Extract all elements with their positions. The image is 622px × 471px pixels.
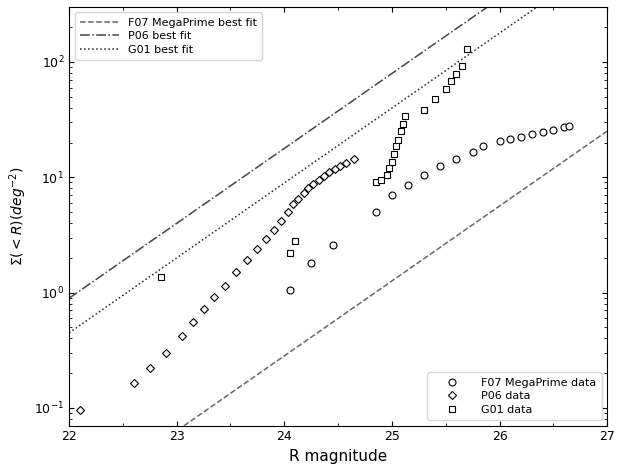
G01 data [385,165,392,171]
G01 data [394,137,402,143]
Line: P06 data: P06 data [77,156,357,413]
P06 data [304,186,312,191]
G01 data [397,129,404,134]
P06 data [221,283,229,288]
F07 MegaPrime data [286,287,294,293]
P06 data [315,177,322,183]
G01 data [463,46,471,52]
G01 data [378,177,385,183]
Line: G01 data: G01 data [157,45,471,281]
Line: F07 MegaPrime data: F07 MegaPrime data [286,122,573,293]
G01 data [431,96,439,102]
P06 best fit [394,66,402,72]
Y-axis label: $\Sigma(<R)(deg^{-2})$: $\Sigma(<R)(deg^{-2})$ [7,167,29,266]
P06 best fit [67,294,75,300]
P06 data [300,190,307,196]
F07 MegaPrime data [518,134,525,139]
P06 data [179,333,186,339]
P06 data [76,407,83,413]
F07 MegaPrime data [388,192,396,198]
Line: F07 MegaPrime best fit: F07 MegaPrime best fit [69,131,607,471]
P06 data [254,246,261,252]
P06 data [200,306,207,312]
P06 best fit [384,73,391,79]
P06 data [289,202,297,207]
F07 MegaPrime data [539,130,546,135]
F07 MegaPrime data [420,172,428,178]
P06 data [232,269,239,275]
P06 data [342,160,350,166]
G01 data [291,238,299,244]
X-axis label: R magnitude: R magnitude [289,449,388,464]
G01 best fit [65,330,73,336]
P06 data [277,218,285,223]
F07 MegaPrime data [566,123,573,129]
G01 data [420,107,428,113]
F07 MegaPrime best fit [603,128,611,134]
P06 best fit [386,73,393,78]
P06 data [262,236,270,242]
F07 MegaPrime data [404,183,412,188]
P06 data [295,196,302,202]
F07 MegaPrime data [469,149,476,155]
P06 data [350,156,358,162]
F07 MegaPrime data [528,131,536,137]
P06 best fit [65,295,73,301]
F07 MegaPrime best fit [386,280,393,285]
G01 data [458,63,466,69]
G01 data [383,172,390,178]
G01 data [401,113,409,119]
F07 MegaPrime data [307,260,315,266]
P06 data [243,258,250,263]
Line: P06 best fit: P06 best fit [69,0,607,298]
G01 data [399,121,406,127]
P06 data [320,173,328,179]
F07 MegaPrime data [329,242,337,247]
F07 MegaPrime data [453,156,460,162]
G01 data [372,179,379,185]
F07 MegaPrime data [496,138,503,144]
F07 MegaPrime best fit [519,187,526,193]
P06 data [211,294,218,300]
Legend: F07 MegaPrime data, P06 data, G01 data: F07 MegaPrime data, P06 data, G01 data [427,372,601,420]
G01 data [391,151,398,156]
P06 data [284,209,291,215]
G01 best fit [386,107,393,113]
F07 MegaPrime data [372,209,379,215]
P06 data [270,227,277,233]
F07 MegaPrime data [550,128,557,133]
F07 MegaPrime data [506,136,514,142]
Line: G01 best fit: G01 best fit [69,0,607,333]
P06 data [162,350,170,356]
P06 data [326,170,333,175]
P06 data [146,365,154,371]
G01 best fit [384,108,391,114]
G01 best fit [519,14,526,20]
G01 best fit [394,101,402,106]
F07 MegaPrime best fit [384,281,391,287]
P06 data [331,166,338,172]
F07 MegaPrime data [560,125,568,130]
G01 data [442,86,450,92]
P06 data [189,320,197,325]
F07 MegaPrime data [480,144,487,149]
G01 data [157,275,164,280]
G01 data [447,79,455,84]
G01 data [453,72,460,77]
P06 data [130,380,137,386]
P06 data [337,163,344,169]
G01 data [286,250,294,256]
P06 data [310,181,317,187]
F07 MegaPrime best fit [394,274,402,279]
F07 MegaPrime data [437,163,444,169]
G01 best fit [67,329,75,334]
F07 MegaPrime best fit [553,163,560,169]
G01 data [388,159,396,165]
G01 data [392,144,400,149]
